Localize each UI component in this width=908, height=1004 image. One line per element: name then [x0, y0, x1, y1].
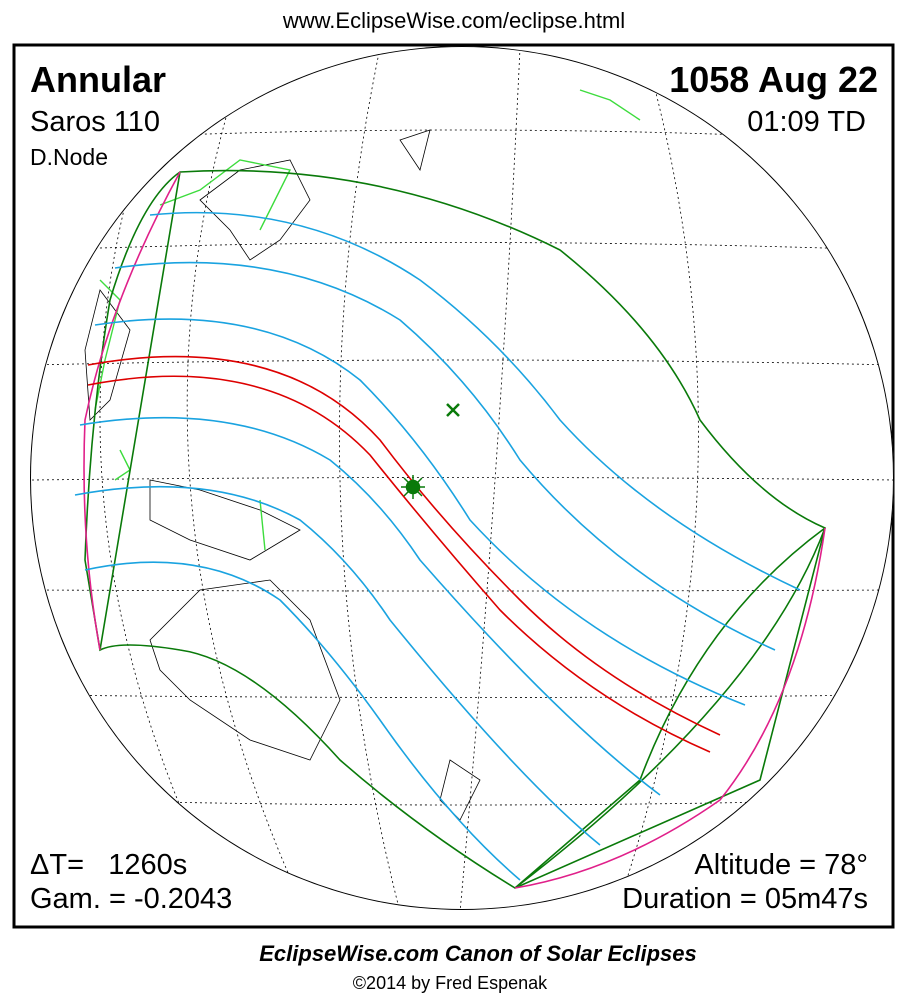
- altitude: Altitude = 78°: [694, 849, 868, 881]
- rise-set-limit: [83, 171, 826, 889]
- url: www.EclipseWise.com/eclipse.html: [282, 8, 625, 33]
- magnitude-curves: [74, 211, 801, 881]
- date: 1058 Aug 22: [669, 59, 878, 100]
- central-line-north: [87, 355, 721, 736]
- node: D.Node: [30, 144, 108, 170]
- globe: [30, 46, 894, 910]
- graticule: [31, 47, 894, 910]
- gamma: Gam. = -0.2043: [30, 883, 232, 915]
- greatest-eclipse-marker: [401, 403, 460, 499]
- copyright: ©2014 by Fred Espenak: [353, 973, 548, 993]
- rise-set-curve: [99, 171, 826, 889]
- central-line-south: [87, 375, 711, 753]
- globe-edge: [30, 46, 894, 910]
- delta-t: ΔT= 1260s: [30, 849, 187, 881]
- eclipse-type: Annular: [30, 59, 166, 100]
- saros: Saros 110: [30, 106, 160, 138]
- penumbral-limit: [84, 169, 826, 889]
- time: 01:09 TD: [747, 106, 866, 138]
- duration: Duration = 05m47s: [622, 883, 868, 915]
- canon-title: EclipseWise.com Canon of Solar Eclipses: [259, 941, 697, 966]
